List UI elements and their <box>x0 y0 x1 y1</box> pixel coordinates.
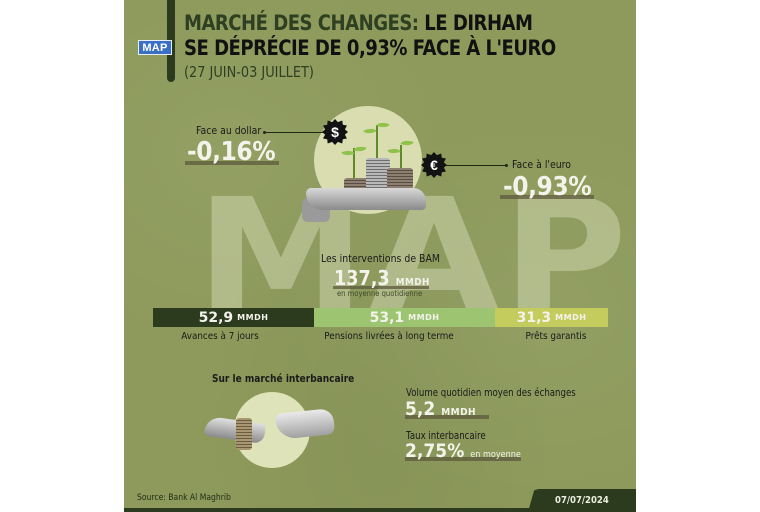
interventions-total-value: 137,3 <box>334 266 390 290</box>
dollar-label: Face au dollar <box>196 124 262 137</box>
map-logo: MAP <box>138 40 172 55</box>
publication-date-tab: 07/07/2024 <box>528 489 636 512</box>
euro-leader-line <box>446 165 506 166</box>
euro-value-underline <box>500 195 594 199</box>
volume-value: 5,2 MMDH <box>405 398 476 420</box>
rate-suffix: en moyenne <box>470 450 521 460</box>
dollar-value-underline <box>185 161 279 165</box>
segment-prets-garantis: 31,3 MMDH <box>495 308 608 327</box>
rate-value: 2,75% en moyenne <box>405 440 521 462</box>
segment-value: 52,9 <box>198 309 234 326</box>
title-highlight: MARCHÉ DES CHANGES: <box>184 11 419 35</box>
title-line2: SE DÉPRÉCIE DE 0,93% FACE À L'EURO <box>184 36 556 60</box>
rate-underline <box>405 457 521 461</box>
dollar-change-value: -0,16% <box>187 137 276 167</box>
interventions-breakdown-bar: 52,9 MMDH 53,1 MMDH 31,3 MMDH <box>153 308 608 327</box>
segment-unit: MMDH <box>237 313 269 322</box>
dollar-leader-line <box>265 132 323 133</box>
volume-number: 5,2 <box>405 398 436 420</box>
interbank-title: Sur le marché interbancaire <box>212 372 355 385</box>
date-range-subtitle: (27 JUIN-03 JUILLET) <box>184 63 314 81</box>
volume-unit: MMDH <box>441 407 476 418</box>
publication-date: 07/07/2024 <box>555 495 609 506</box>
interventions-total: 137,3 MMDH <box>334 266 430 290</box>
interventions-total-unit: MMDH <box>395 277 430 288</box>
segment-unit: MMDH <box>408 313 440 322</box>
interventions-title: Les interventions de BAM <box>321 252 440 265</box>
euro-label: Face à l'euro <box>512 158 572 171</box>
segment-unit: MMDH <box>555 313 587 322</box>
segment-avances-7-jours: 52,9 MMDH <box>153 308 314 327</box>
leader-dot <box>263 131 266 134</box>
segment-value: 31,3 <box>516 309 552 326</box>
interventions-subtitle: en moyenne quotidienne <box>337 289 423 298</box>
segment-label-pensions: Pensions livrées à long terme <box>324 331 454 342</box>
segment-label-avances: Avances à 7 jours <box>181 331 259 342</box>
infographic: MAP MAP MARCHÉ DES CHANGES: LE DIRHAM SE… <box>124 0 636 512</box>
rate-number: 2,75% <box>405 440 465 462</box>
title-line1-rest: LE DIRHAM <box>418 11 533 35</box>
segment-value: 53,1 <box>369 309 405 326</box>
interventions-underline <box>333 286 429 289</box>
volume-underline <box>405 415 489 419</box>
leader-dot <box>505 164 508 167</box>
euro-change-value: -0,93% <box>503 172 592 202</box>
rate-label: Taux interbancaire <box>406 430 486 442</box>
footer-strip <box>124 508 636 512</box>
segment-pensions-livrees: 53,1 MMDH <box>314 308 495 327</box>
source-credit: Source: Bank Al Maghrib <box>137 493 231 503</box>
page-title: MARCHÉ DES CHANGES: LE DIRHAM SE DÉPRÉCI… <box>184 11 562 61</box>
segment-label-prets: Prêts garantis <box>525 331 587 342</box>
volume-label: Volume quotidien moyen des échanges <box>406 387 576 399</box>
